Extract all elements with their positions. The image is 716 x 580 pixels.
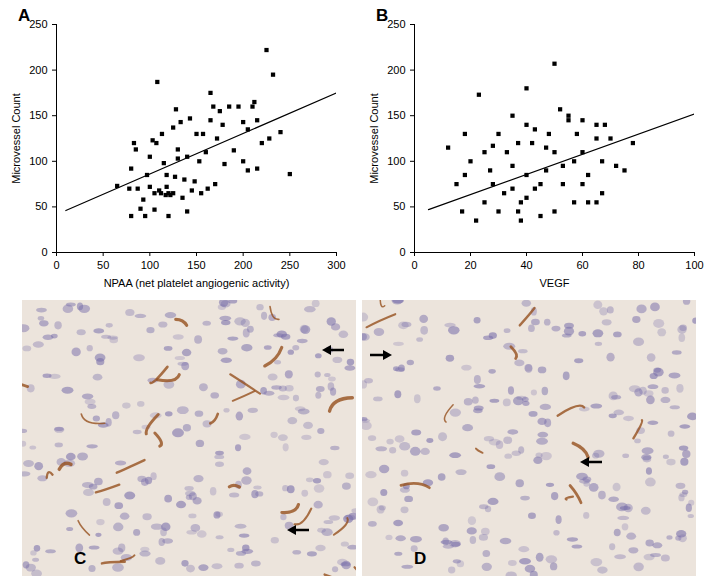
svg-text:250: 250 [29,18,47,30]
svg-text:100: 100 [685,259,703,271]
svg-text:0: 0 [41,246,47,258]
svg-text:150: 150 [29,109,47,121]
svg-text:50: 50 [35,200,47,212]
svg-text:300: 300 [327,259,345,271]
svg-text:0: 0 [53,259,59,271]
svg-text:250: 250 [281,259,299,271]
svg-text:100: 100 [29,155,47,167]
svg-text:0: 0 [399,246,405,258]
svg-text:100: 100 [387,155,405,167]
svg-text:Microvessel Count: Microvessel Count [368,93,380,183]
svg-text:100: 100 [141,259,159,271]
svg-text:60: 60 [576,259,588,271]
svg-text:NPAA (net platelet angiogenic: NPAA (net platelet angiogenic activity) [104,277,290,289]
svg-text:200: 200 [29,64,47,76]
svg-text:20: 20 [464,259,476,271]
svg-text:200: 200 [234,259,252,271]
svg-text:40: 40 [520,259,532,271]
html-text:A: A [18,6,31,25]
svg-text:VEGF: VEGF [540,277,570,289]
svg-text:150: 150 [187,259,205,271]
svg-text:250: 250 [387,18,405,30]
svg-text:D: D [414,549,426,568]
svg-text:200: 200 [387,64,405,76]
svg-text:150: 150 [387,109,405,121]
svg-text:80: 80 [632,259,644,271]
svg-text:50: 50 [393,200,405,212]
svg-text:0: 0 [411,259,417,271]
svg-text:C: C [74,549,86,568]
html-text:B: B [376,6,389,25]
svg-text:Microvessel Count: Microvessel Count [10,93,22,183]
svg-text:50: 50 [97,259,109,271]
